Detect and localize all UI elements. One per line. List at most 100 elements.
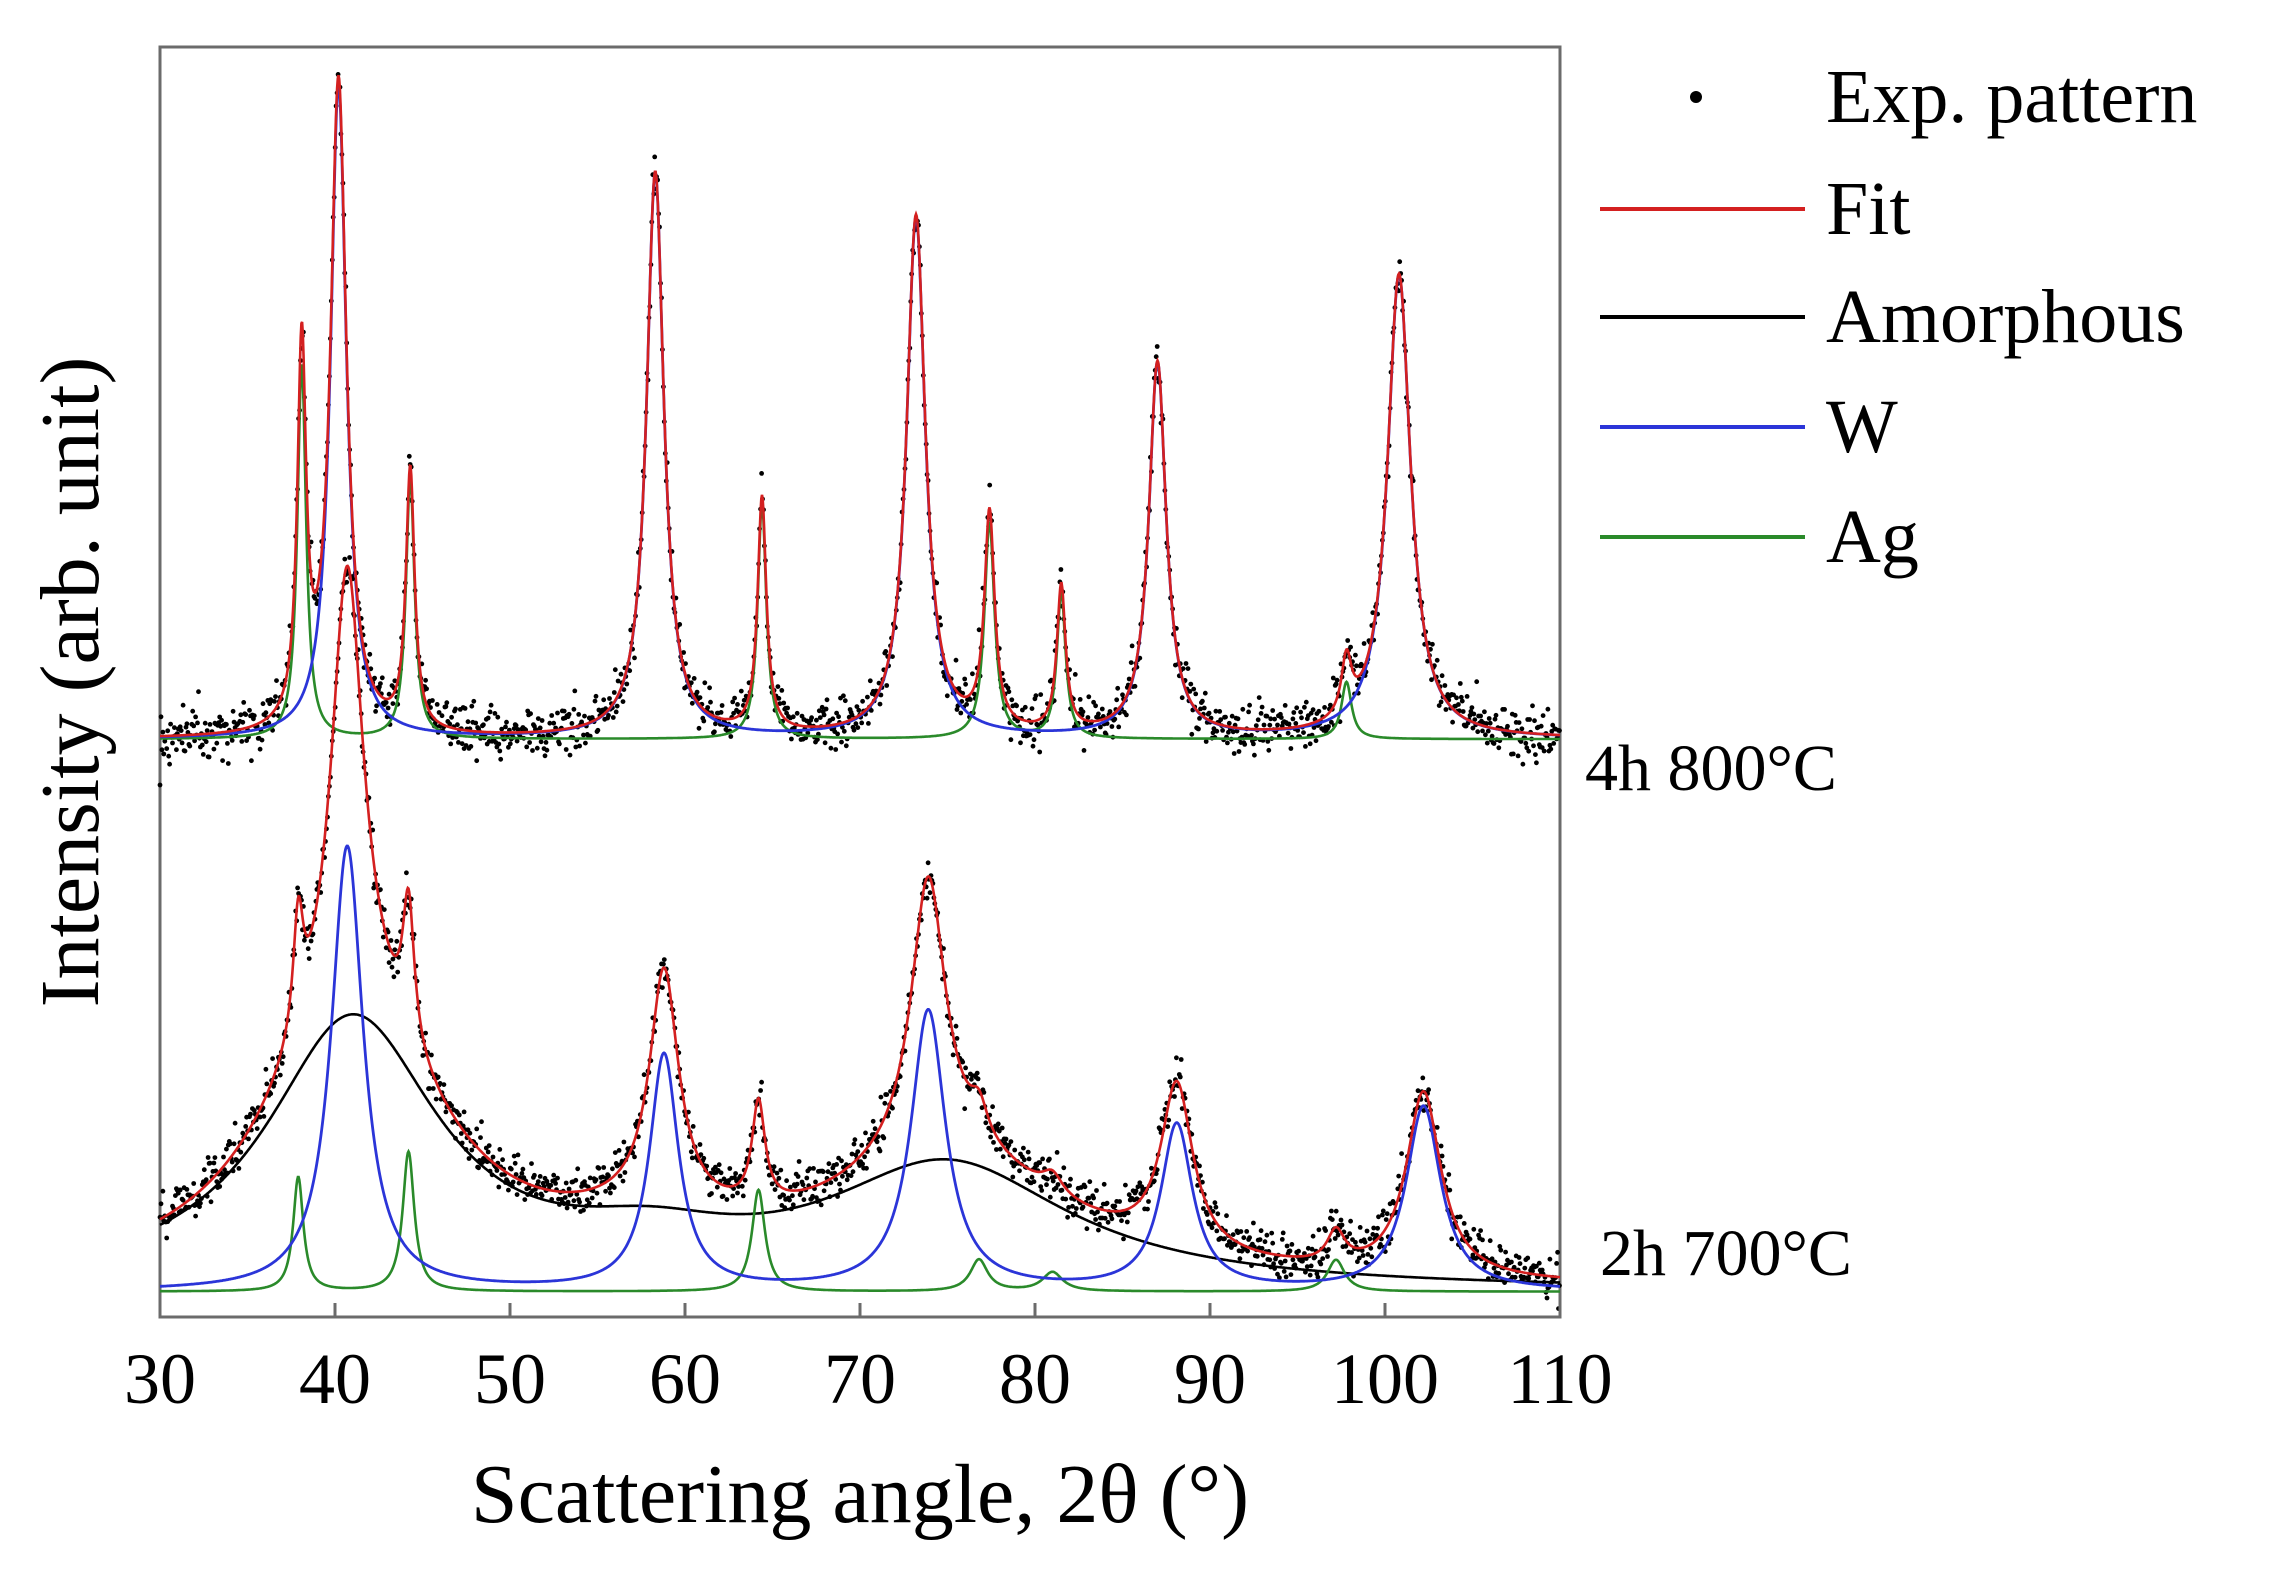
ag-curve-4h-800c [160,364,1560,741]
exp-point [862,1154,867,1160]
exp-point [1135,1184,1141,1190]
exp-point [1172,1094,1177,1099]
exp-point [576,712,582,717]
x-tick-label-50: 50 [474,1339,546,1419]
exp-point [840,1173,845,1179]
exp-point [615,678,621,684]
exp-point [503,724,508,730]
exp-point [443,704,449,709]
exp-point [730,1193,736,1199]
exp-point [1505,723,1510,729]
exp-point [1066,1205,1071,1210]
exp-point [551,720,557,726]
exp-point [167,761,173,767]
exp-point [991,1140,996,1145]
exp-point [449,714,454,720]
exp-point [1153,1171,1159,1177]
exp-point [627,668,633,674]
exp-point [372,675,377,681]
exp-point [1322,705,1327,710]
exp-point [1240,706,1246,712]
exp-point [272,1080,277,1086]
exp-point [1257,1237,1263,1242]
exp-point [386,960,392,965]
exp-point [512,1160,518,1166]
exp-point [1197,716,1202,721]
exp-point [259,737,265,743]
exp-point [202,720,208,726]
exp-point [1047,1156,1052,1162]
exp-point [1536,1260,1542,1266]
exp-point [837,1181,842,1187]
exp-point [963,1065,968,1071]
exp-point [1112,716,1118,722]
exp-point [1254,1253,1260,1259]
exp-point [781,700,787,706]
exp-point [1063,1196,1069,1202]
exp-point [732,695,737,701]
exp-point [813,1179,818,1185]
exp-point [741,697,747,703]
exp-point [820,1169,826,1175]
exp-point [180,1197,186,1203]
exp-point [1533,752,1538,757]
exp-point [1484,740,1490,746]
exp-point [611,690,617,695]
exp-point [424,686,429,692]
exp-point [240,1130,246,1136]
exp-point [834,1162,839,1167]
exp-point [727,1166,733,1171]
exp-point [490,1154,496,1160]
exp-point [735,1190,740,1196]
exp-point [200,752,206,757]
exp-point [850,1169,856,1175]
exp-point [524,744,530,750]
exp-point [1222,1236,1227,1242]
x-tick-label-70: 70 [824,1339,896,1419]
exp-point [1033,693,1039,699]
exp-point [280,1054,286,1060]
exp-point [249,758,254,764]
exp-point [224,1146,229,1152]
exp-point [257,1114,263,1120]
exp-point [1335,1232,1341,1238]
exp-point [733,1171,738,1176]
exp-point [1287,1248,1293,1254]
exp-point [1010,1174,1016,1180]
exp-point [867,678,873,684]
exp-point [168,721,174,727]
exp-point [1265,739,1271,744]
exp-point [1081,748,1087,753]
exp-point [511,1153,517,1159]
exp-point [953,657,959,663]
exp-point [443,1109,449,1115]
exp-point [870,1118,876,1124]
exp-point [1114,697,1120,703]
exp-point [796,1159,802,1164]
exp-point [1026,1156,1032,1162]
exp-point [1551,741,1557,746]
exp-point [273,694,278,699]
exp-point [379,675,385,681]
exp-point [890,654,895,659]
exp-point [270,1056,275,1061]
exp-point [882,1100,888,1106]
exp-point [841,693,846,699]
exp-point [494,1168,500,1173]
exp-point [1044,1182,1049,1188]
exp-point [221,1154,226,1160]
exp-point [702,680,708,686]
exp-point [430,698,435,703]
exp-point [182,748,188,754]
exp-point [1512,1274,1518,1280]
exp-point [996,1128,1002,1134]
exp-point [925,860,931,866]
exp-point [1138,1191,1144,1197]
exp-point [731,710,736,716]
exp-point [1497,1244,1503,1249]
exp-point [1210,730,1216,736]
exp-point [476,1165,481,1171]
exp-point [179,740,185,746]
exp-point [243,712,249,717]
exp-point [1548,746,1554,752]
